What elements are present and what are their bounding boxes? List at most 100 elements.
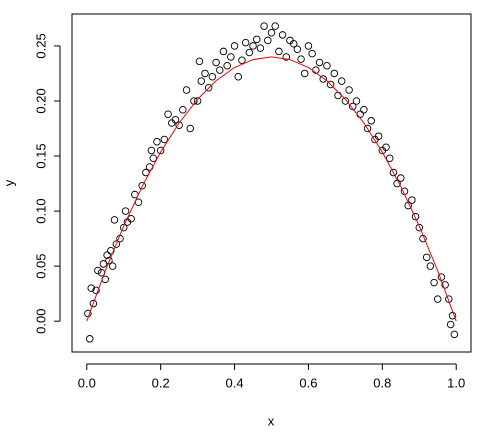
point xyxy=(197,77,206,85)
point xyxy=(297,55,305,63)
point xyxy=(110,216,119,224)
point xyxy=(216,66,224,74)
point xyxy=(363,124,372,133)
point xyxy=(249,42,257,50)
x-tick-label: 1.0 xyxy=(447,375,465,390)
point xyxy=(278,31,287,39)
point xyxy=(256,44,265,52)
point xyxy=(108,262,117,270)
point xyxy=(260,22,268,30)
point xyxy=(330,69,339,78)
point xyxy=(360,106,368,114)
point xyxy=(171,115,180,124)
point xyxy=(385,154,394,162)
point xyxy=(337,77,346,85)
point xyxy=(352,97,361,105)
point xyxy=(356,110,364,118)
point xyxy=(319,75,327,83)
point xyxy=(103,251,111,259)
point xyxy=(94,266,102,275)
point xyxy=(430,278,438,287)
point xyxy=(267,28,276,37)
point xyxy=(153,137,161,146)
point xyxy=(434,295,442,303)
point xyxy=(323,61,331,70)
y-axis-label: y xyxy=(1,179,16,186)
point xyxy=(112,240,121,248)
point xyxy=(411,212,420,221)
x-axis-label: x xyxy=(268,413,275,428)
point xyxy=(219,47,228,56)
point xyxy=(223,61,231,70)
point xyxy=(252,35,261,44)
point xyxy=(175,121,183,129)
point xyxy=(271,22,279,30)
point xyxy=(422,253,431,262)
point xyxy=(121,207,130,215)
point xyxy=(397,174,405,182)
x-tick-label: 0.0 xyxy=(78,375,96,390)
point xyxy=(99,260,108,268)
point xyxy=(127,215,135,223)
fit-curve xyxy=(86,56,457,322)
point xyxy=(92,286,100,295)
point xyxy=(315,58,324,67)
y-tick-label: 0.20 xyxy=(33,88,48,113)
point xyxy=(289,39,298,48)
point xyxy=(446,320,455,329)
point xyxy=(227,53,235,61)
point xyxy=(367,117,376,125)
point xyxy=(160,135,169,144)
point xyxy=(164,110,172,118)
point xyxy=(241,38,250,47)
point xyxy=(156,146,165,155)
point xyxy=(204,84,213,92)
point xyxy=(389,168,398,177)
point xyxy=(201,69,209,78)
point xyxy=(147,146,156,155)
y-tick-label: 0.05 xyxy=(33,253,48,278)
point xyxy=(326,80,335,89)
point xyxy=(89,299,98,308)
x-tick-label: 0.6 xyxy=(299,375,317,390)
point xyxy=(282,53,291,61)
point xyxy=(415,223,424,232)
x-tick-label: 0.4 xyxy=(226,375,244,390)
point xyxy=(230,42,239,50)
point xyxy=(275,47,283,56)
point xyxy=(308,49,316,58)
point xyxy=(87,284,95,292)
y-tick-label: 0.15 xyxy=(33,143,48,168)
point xyxy=(304,42,313,50)
point xyxy=(238,56,246,64)
point xyxy=(345,86,353,94)
point xyxy=(382,143,390,151)
point xyxy=(186,124,194,133)
point xyxy=(408,196,416,204)
point xyxy=(179,106,187,114)
point xyxy=(349,102,357,111)
point xyxy=(374,132,383,140)
y-tick-label: 0.00 xyxy=(33,309,48,334)
point xyxy=(334,91,342,100)
point xyxy=(85,335,94,343)
point xyxy=(293,45,302,53)
point xyxy=(208,73,217,81)
point xyxy=(264,36,272,45)
point xyxy=(245,48,254,57)
point xyxy=(426,262,435,270)
point xyxy=(195,57,204,66)
point xyxy=(138,182,146,190)
point xyxy=(301,69,309,78)
point xyxy=(119,223,128,232)
y-tick-label: 0.10 xyxy=(33,198,48,223)
point xyxy=(341,97,350,105)
y-tick-label: 0.25 xyxy=(33,33,48,58)
point xyxy=(441,281,449,289)
x-tick-label: 0.2 xyxy=(152,375,170,390)
point xyxy=(450,330,459,339)
point xyxy=(212,58,220,67)
point xyxy=(234,73,242,81)
point xyxy=(105,256,113,265)
